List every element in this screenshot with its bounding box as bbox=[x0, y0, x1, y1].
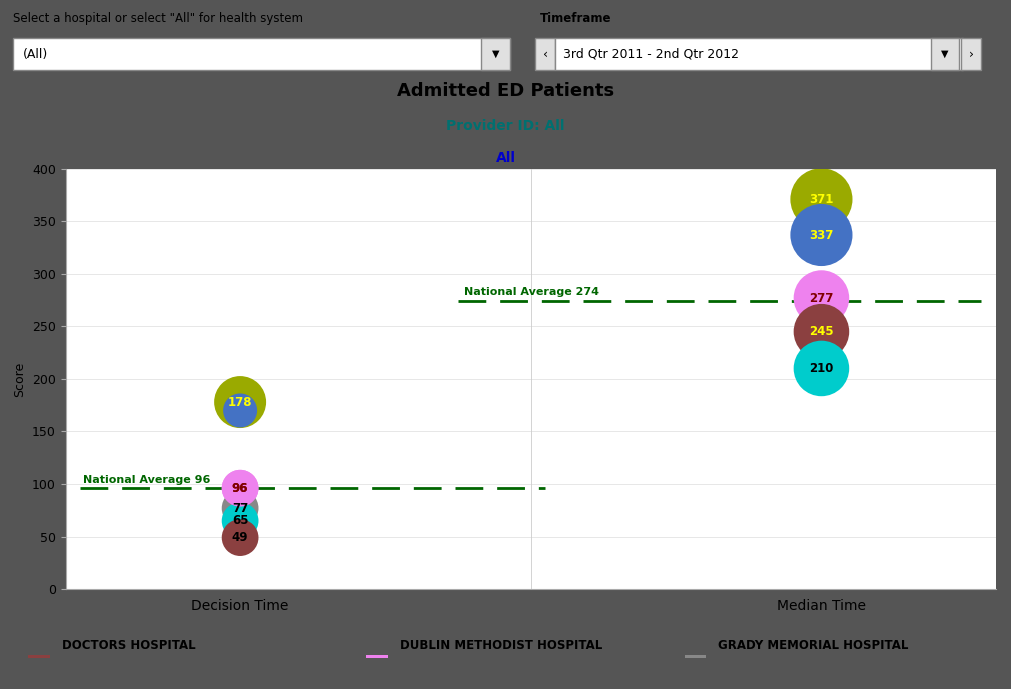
Text: Select a hospital or select "All" for health system: Select a hospital or select "All" for he… bbox=[13, 12, 303, 25]
Point bbox=[232, 515, 249, 526]
Text: 245: 245 bbox=[809, 325, 834, 338]
Text: 337: 337 bbox=[809, 229, 834, 242]
Text: ▼: ▼ bbox=[941, 49, 949, 59]
Text: 96: 96 bbox=[232, 482, 249, 495]
Text: Admitted ED Patients: Admitted ED Patients bbox=[397, 82, 614, 100]
Point bbox=[813, 293, 829, 304]
Point bbox=[232, 483, 249, 494]
FancyBboxPatch shape bbox=[480, 39, 511, 70]
Bar bbox=[684, 655, 707, 659]
Text: 49: 49 bbox=[232, 531, 249, 544]
Text: 3rd Qtr 2011 - 2nd Qtr 2012: 3rd Qtr 2011 - 2nd Qtr 2012 bbox=[563, 48, 739, 61]
Text: ▼: ▼ bbox=[491, 49, 499, 59]
Text: Timeframe: Timeframe bbox=[540, 12, 612, 25]
FancyBboxPatch shape bbox=[13, 39, 511, 70]
Point bbox=[232, 483, 249, 494]
Text: ‹: ‹ bbox=[543, 48, 548, 61]
Text: 77: 77 bbox=[232, 502, 249, 515]
Text: (All): (All) bbox=[23, 48, 49, 61]
Text: 178: 178 bbox=[227, 395, 253, 409]
Point bbox=[813, 326, 829, 337]
Text: All: All bbox=[495, 152, 516, 165]
Text: 65: 65 bbox=[232, 514, 249, 527]
Point bbox=[232, 503, 249, 514]
FancyBboxPatch shape bbox=[555, 39, 963, 70]
Text: 277: 277 bbox=[809, 291, 834, 305]
Text: GRADY MEMORIAL HOSPITAL: GRADY MEMORIAL HOSPITAL bbox=[719, 639, 909, 652]
Point bbox=[232, 397, 249, 408]
Point bbox=[813, 363, 829, 374]
Bar bbox=[28, 655, 50, 659]
Bar bbox=[366, 655, 388, 659]
FancyBboxPatch shape bbox=[961, 39, 981, 70]
FancyBboxPatch shape bbox=[536, 39, 555, 70]
Text: ›: › bbox=[969, 48, 974, 61]
Text: 210: 210 bbox=[809, 362, 834, 375]
Point bbox=[813, 229, 829, 240]
Point bbox=[813, 194, 829, 205]
Text: Provider ID: All: Provider ID: All bbox=[446, 119, 565, 133]
Text: DOCTORS HOSPITAL: DOCTORS HOSPITAL bbox=[62, 639, 195, 652]
Point bbox=[232, 532, 249, 543]
Text: DUBLIN METHODIST HOSPITAL: DUBLIN METHODIST HOSPITAL bbox=[400, 639, 603, 652]
Point bbox=[232, 405, 249, 416]
Y-axis label: Score: Score bbox=[13, 361, 26, 397]
Text: National Average 96: National Average 96 bbox=[83, 475, 210, 485]
Text: National Average 274: National Average 274 bbox=[464, 287, 599, 297]
Text: 96: 96 bbox=[232, 482, 249, 495]
FancyBboxPatch shape bbox=[931, 39, 959, 70]
Text: 371: 371 bbox=[809, 193, 834, 206]
